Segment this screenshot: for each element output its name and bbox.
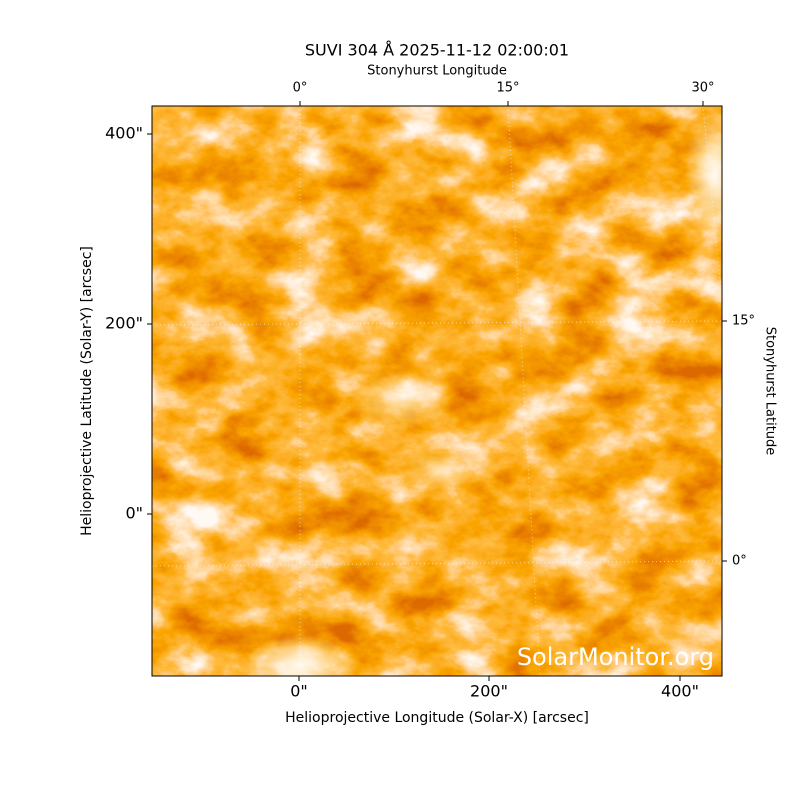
y-tick-label: 0" — [125, 504, 143, 523]
watermark: SolarMonitor.org — [517, 643, 714, 671]
right-tick-label: 15° — [732, 314, 755, 329]
bright-region — [350, 370, 450, 430]
y-tick-label: 200" — [105, 314, 143, 333]
bright-region — [245, 635, 355, 676]
x-tick-label: 400" — [661, 682, 699, 701]
title: SUVI 304 Å 2025-11-12 02:00:01 — [305, 41, 569, 60]
right-tick-label: 0° — [732, 554, 747, 569]
top-axis-label: Stonyhurst Longitude — [367, 64, 507, 79]
x-tick-label: 0" — [290, 682, 308, 701]
top-tick-label: 0° — [293, 81, 308, 96]
solar-image: SolarMonitor.org — [152, 106, 722, 676]
grid-line — [702, 106, 722, 301]
right-axis-label: Stonyhurst Latitude — [763, 327, 778, 456]
top-tick-label: 30° — [691, 81, 714, 96]
axes-frame — [151, 105, 723, 677]
y-tick-label: 400" — [105, 124, 143, 143]
bright-region — [405, 450, 475, 490]
x-tick-label: 200" — [470, 682, 508, 701]
bright-region — [685, 106, 722, 245]
y-axis-label: Helioprojective Latitude (Solar-Y) [arcs… — [79, 246, 95, 536]
top-tick-label: 15° — [496, 81, 519, 96]
x-axis-label: Helioprojective Longitude (Solar-X) [arc… — [285, 710, 589, 726]
